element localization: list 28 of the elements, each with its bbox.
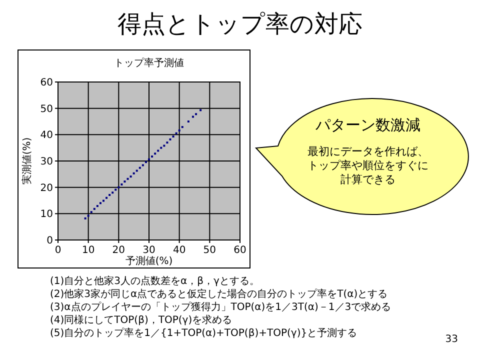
text: 得点とトップ率の対応 (118, 10, 362, 38)
x-tick-label: 60 (234, 245, 246, 256)
x-tick-label: 30 (142, 245, 156, 256)
text: (3)α点のプレイヤーの「トップ獲得力」TOP(α)を1／3T(α)－1／3で求める (50, 301, 392, 313)
y-tick-label: 10 (40, 209, 53, 220)
y-tick-label: 50 (40, 104, 53, 115)
text: パターン数激減 (314, 116, 420, 134)
x-tick-label: 40 (172, 245, 186, 256)
text: 計算できる (340, 173, 396, 186)
text: 33 (445, 334, 458, 345)
y-axis-title: 実測値(%) (21, 137, 33, 185)
y-tick-label: 60 (40, 78, 53, 88)
chart-title: トップ率予測値 (114, 57, 184, 69)
x-tick-label: 50 (203, 245, 216, 256)
x-tick-label: 0 (54, 245, 62, 256)
y-tick-label: 40 (40, 130, 53, 142)
x-tick-label: 10 (82, 245, 95, 256)
text: (5)自分のトップ率を1／{1+TOP(α)+TOP(β)+TOP(γ)}と予測する (50, 327, 358, 339)
text: トップ率や順位をすぐに (308, 159, 428, 172)
text: 最初にデータを作れば、 (308, 145, 428, 158)
text: (1)自分と他家3人の点数差をα，β，γとする。 (50, 275, 260, 287)
x-tick-label: 20 (112, 245, 126, 256)
y-tick-label: 0 (46, 236, 53, 246)
y-tick-label: 30 (40, 156, 53, 168)
x-axis-title: 予測値(%) (125, 255, 173, 267)
text: (2)他家3家が同じα点であると仮定した場合の自分のトップ率をT(α)とする (50, 288, 388, 300)
text: (4)同様にしてTOP(β)，TOP(γ)を求める (50, 314, 232, 326)
y-tick-label: 20 (40, 182, 53, 194)
